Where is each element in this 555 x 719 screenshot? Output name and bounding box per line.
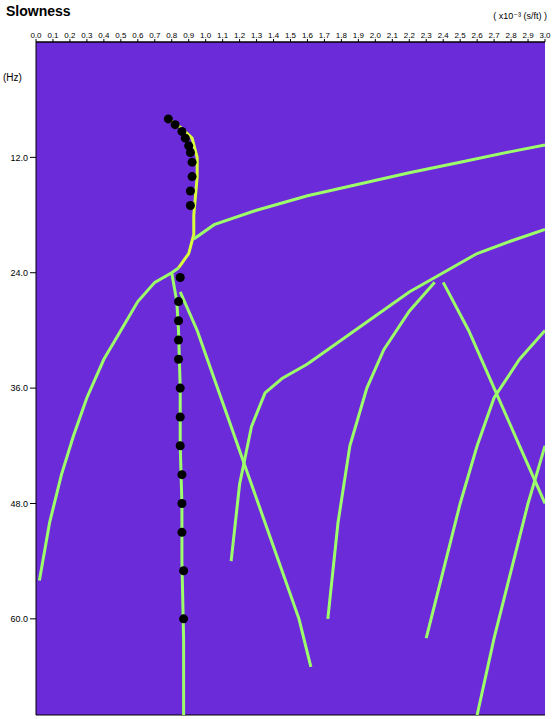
html-text:(Hz): (Hz) — [3, 72, 22, 83]
svg-text:2.8: 2.8 — [506, 31, 518, 40]
svg-text:2.6: 2.6 — [472, 31, 484, 40]
svg-text:2.5: 2.5 — [455, 31, 467, 40]
svg-text:60.0: 60.0 — [10, 614, 28, 624]
svg-text:0.3: 0.3 — [81, 31, 93, 40]
svg-text:1.7: 1.7 — [319, 31, 331, 40]
svg-text:0.6: 0.6 — [132, 31, 144, 40]
svg-text:1.9: 1.9 — [353, 31, 365, 40]
html-text:( x10⁻³ (s/ft) ): ( x10⁻³ (s/ft) ) — [493, 11, 547, 21]
svg-text:3.0: 3.0 — [539, 31, 551, 40]
svg-text:12.0: 12.0 — [10, 153, 28, 163]
svg-text:0.7: 0.7 — [149, 31, 161, 40]
svg-text:1.1: 1.1 — [217, 31, 229, 40]
svg-text:0.1: 0.1 — [47, 31, 59, 40]
svg-text:2.4: 2.4 — [438, 31, 450, 40]
svg-text:1.2: 1.2 — [234, 31, 246, 40]
svg-text:0.4: 0.4 — [98, 31, 110, 40]
svg-text:1.8: 1.8 — [336, 31, 348, 40]
svg-text:1.5: 1.5 — [285, 31, 297, 40]
svg-text:36.0: 36.0 — [10, 383, 28, 393]
svg-text:24.0: 24.0 — [10, 268, 28, 278]
svg-text:2.3: 2.3 — [421, 31, 433, 40]
svg-text:1.4: 1.4 — [268, 31, 280, 40]
svg-text:2.1: 2.1 — [387, 31, 399, 40]
svg-text:1.3: 1.3 — [251, 31, 263, 40]
svg-text:0.9: 0.9 — [183, 31, 195, 40]
svg-text:1.0: 1.0 — [200, 31, 212, 40]
svg-text:2.7: 2.7 — [489, 31, 501, 40]
svg-text:0.8: 0.8 — [166, 31, 178, 40]
svg-text:1.6: 1.6 — [302, 31, 314, 40]
html-text:Slowness: Slowness — [6, 3, 71, 19]
svg-text:0.0: 0.0 — [30, 31, 42, 40]
svg-text:0.2: 0.2 — [64, 31, 76, 40]
svg-text:2.0: 2.0 — [370, 31, 382, 40]
svg-text:2.9: 2.9 — [522, 31, 534, 40]
svg-text:0.5: 0.5 — [115, 31, 127, 40]
svg-text:2.2: 2.2 — [404, 31, 416, 40]
svg-text:48.0: 48.0 — [10, 499, 28, 509]
